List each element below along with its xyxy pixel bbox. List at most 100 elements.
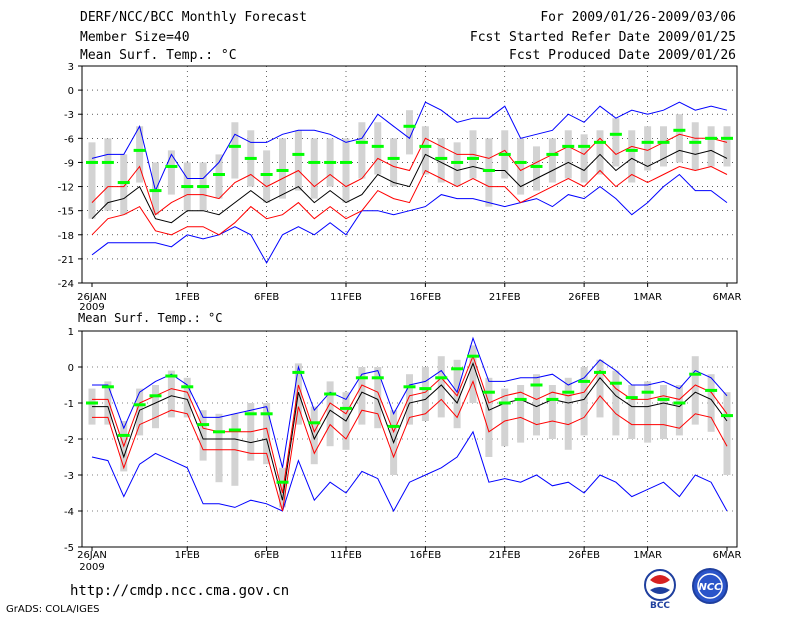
x-tick-label: 26JAN — [77, 550, 107, 561]
x-tick-label: 6MAR — [713, 292, 742, 303]
spread-box — [564, 130, 572, 179]
median-marker — [705, 388, 718, 392]
spread-box — [485, 138, 493, 207]
median-marker — [705, 136, 718, 140]
median-marker — [498, 152, 511, 156]
y-tick-label: 0 — [68, 86, 74, 97]
median-marker — [165, 374, 178, 378]
median-marker — [609, 132, 622, 136]
median-marker — [467, 156, 479, 160]
median-marker — [673, 401, 686, 405]
upper-sd-line — [91, 133, 728, 216]
lower-sd-line — [92, 379, 728, 512]
spread-box — [644, 381, 652, 443]
spread-box — [675, 114, 683, 163]
median-marker — [292, 370, 305, 374]
median-marker — [355, 376, 368, 380]
median-marker — [498, 401, 511, 405]
logos: BCC NCC — [638, 566, 738, 614]
max-line — [92, 336, 728, 468]
median-marker — [530, 164, 543, 168]
spread-box — [517, 138, 525, 195]
spread-box — [263, 150, 271, 203]
spread-box — [517, 385, 525, 443]
median-marker — [371, 144, 384, 148]
median-marker — [451, 160, 464, 164]
spread-box — [707, 374, 715, 432]
spread-box — [152, 385, 159, 429]
spread-box — [136, 388, 144, 436]
y-tick-label: -21 — [58, 255, 74, 266]
median-marker — [594, 370, 606, 374]
spread-box — [548, 138, 556, 183]
x-tick-label: 21FEB — [489, 550, 521, 561]
bcc-logo-text: BCC — [650, 601, 670, 610]
y-tick-label: -1 — [64, 399, 74, 410]
median-marker — [387, 424, 400, 428]
median-marker — [149, 189, 162, 193]
max-line — [91, 101, 728, 193]
spread-box — [580, 134, 588, 183]
median-marker — [387, 156, 400, 160]
x-tick-label: 6MAR — [713, 550, 742, 561]
spread-box — [691, 356, 699, 425]
spread-box — [358, 367, 366, 425]
spread-box — [533, 374, 540, 436]
median-marker — [721, 136, 733, 140]
median-marker — [101, 385, 114, 389]
forecast-started: Fcst Started Refer Date 2009/01/25 — [469, 30, 736, 45]
spread-box — [294, 130, 302, 191]
y-tick-label: -6 — [64, 134, 74, 145]
median-marker — [260, 173, 273, 176]
spread-box — [167, 150, 175, 195]
spread-box — [421, 367, 429, 421]
ncc-logo-text: NCC — [698, 582, 722, 593]
spread-box — [279, 138, 286, 199]
median-marker — [435, 156, 448, 160]
median-marker — [530, 383, 543, 387]
y-tick-label: -24 — [58, 279, 74, 290]
median-marker — [578, 144, 591, 148]
x-tick-label: 26JAN — [77, 292, 107, 303]
member-size: Member Size=40 — [80, 30, 190, 45]
spread-box — [533, 146, 540, 191]
median-marker — [292, 152, 305, 156]
median-marker — [149, 394, 162, 398]
variable-label: Mean Surf. Temp.: °C — [80, 48, 237, 63]
median-marker — [213, 430, 225, 434]
y-tick-label: 3 — [68, 62, 74, 73]
median-marker — [228, 428, 241, 432]
x-tick-label: 1MAR — [633, 550, 662, 561]
x-tick-label: 11FEB — [330, 292, 362, 303]
y-tick-label: -12 — [58, 183, 74, 194]
median-marker — [625, 396, 638, 400]
median-marker — [308, 160, 321, 164]
median-marker — [435, 376, 448, 380]
y-tick-label: 0 — [68, 363, 74, 374]
median-marker — [181, 185, 194, 189]
median-marker — [213, 173, 225, 176]
median-marker — [419, 387, 432, 391]
median-marker — [308, 421, 321, 425]
spread-box — [199, 410, 207, 461]
min-line — [91, 173, 728, 264]
median-marker — [340, 406, 352, 410]
spread-box — [723, 126, 731, 167]
median-marker — [117, 433, 130, 437]
spread-box — [406, 110, 413, 155]
x-tick-label: 21FEB — [489, 292, 521, 303]
x-tick-label: 1FEB — [175, 292, 200, 303]
plot-frame — [81, 330, 738, 548]
spread-box — [167, 370, 175, 418]
x-tick-label: 6FEB — [254, 550, 279, 561]
ensemble-mean-line — [91, 149, 728, 224]
median-marker — [451, 367, 464, 371]
x-tick-label: 26FEB — [568, 550, 600, 561]
y-tick-label: -9 — [64, 158, 74, 169]
median-marker — [546, 397, 559, 401]
median-marker — [165, 164, 178, 168]
lower-sd-line — [91, 165, 728, 236]
source-url[interactable]: http://cmdp.ncc.cma.gov.cn — [70, 583, 290, 599]
